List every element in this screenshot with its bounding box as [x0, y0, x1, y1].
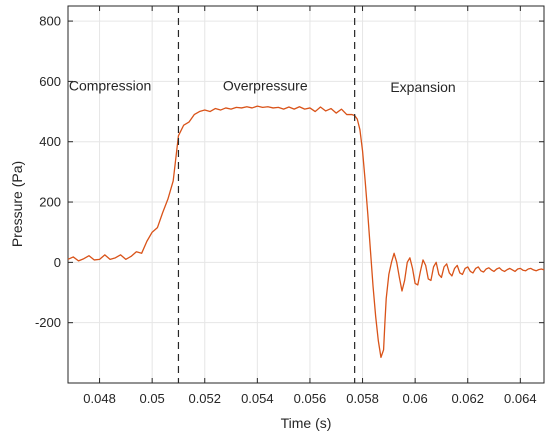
x-tick-label: 0.062 [451, 391, 484, 406]
phase-label: Expansion [390, 79, 455, 95]
y-tick-label: 200 [39, 195, 61, 210]
plot-frame [67, 5, 545, 384]
x-tick-label: 0.056 [294, 391, 327, 406]
series-layer [67, 105, 545, 359]
x-tick-label: 0.052 [188, 391, 221, 406]
x-tick-label: 0.05 [139, 391, 164, 406]
y-tick-label: 400 [39, 134, 61, 149]
x-tick-label: 0.064 [504, 391, 537, 406]
phase-divider-lines [177, 6, 356, 383]
y-tick-label: 800 [39, 14, 61, 29]
y-axis-label: Pressure (Pa) [9, 161, 25, 247]
axes [67, 5, 545, 384]
pressure-series-line [67, 105, 545, 359]
y-tick-label: 0 [54, 255, 61, 270]
x-tick-label: 0.06 [402, 391, 427, 406]
grid [68, 6, 544, 383]
phase-annotations: Compression Overpressure Expansion [69, 77, 456, 95]
x-tick-label: 0.054 [241, 391, 274, 406]
y-tick-label: -200 [35, 315, 61, 330]
tick-labels: 0.048 0.05 0.052 0.054 0.056 0.058 0.06 0.062 0.… [35, 14, 537, 406]
x-axis-label: Time (s) [281, 415, 332, 431]
phase-label: Compression [69, 77, 151, 93]
y-tick-label: 600 [39, 74, 61, 89]
phase-label: Overpressure [223, 77, 308, 93]
x-tick-label: 0.048 [83, 391, 116, 406]
x-tick-label: 0.058 [346, 391, 379, 406]
